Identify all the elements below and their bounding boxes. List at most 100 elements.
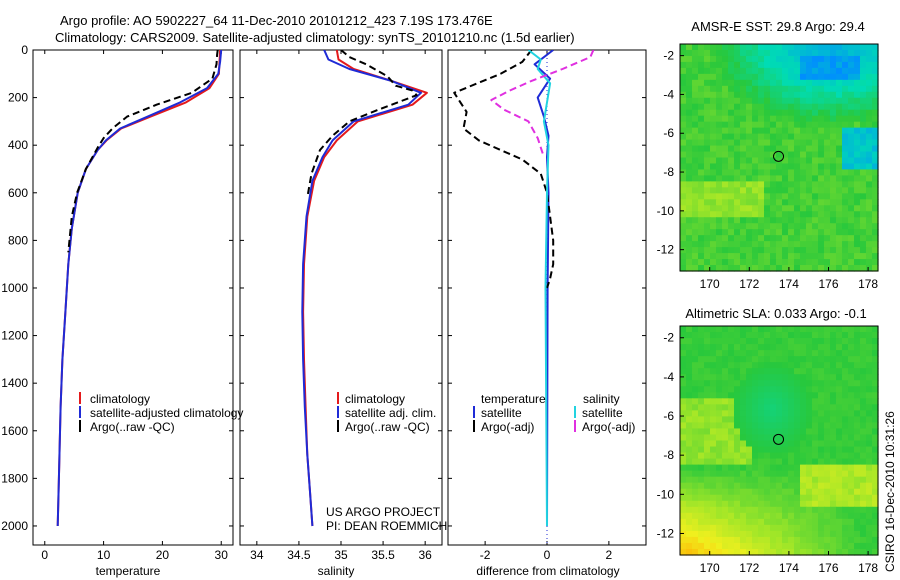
map-cell — [728, 61, 735, 69]
map-cell — [752, 446, 759, 454]
map-cell — [770, 199, 777, 206]
map-cell — [770, 67, 777, 75]
map-cell — [842, 61, 849, 69]
map-cell — [716, 452, 723, 460]
map-cell — [680, 338, 687, 345]
map-cell — [806, 247, 813, 254]
map-cell — [734, 380, 741, 387]
map-cell — [788, 482, 795, 490]
map-cell — [872, 61, 879, 69]
map-cell — [794, 61, 801, 69]
map-cell — [734, 542, 741, 550]
map-cell — [830, 452, 837, 460]
map-cell — [716, 398, 723, 405]
map-cell — [866, 241, 873, 248]
map-cell — [800, 542, 807, 550]
map-cell — [752, 241, 759, 248]
map-cell — [722, 482, 729, 490]
map-cell — [698, 169, 705, 177]
map-cell — [734, 404, 741, 411]
map-cell — [866, 524, 873, 532]
map-cell — [824, 115, 831, 123]
map-cell — [806, 452, 813, 460]
map-cell — [830, 518, 837, 526]
map-cell — [800, 422, 807, 430]
map-cell — [788, 440, 795, 448]
map-cell — [818, 350, 825, 357]
map-cell — [812, 223, 819, 230]
map-cell — [860, 374, 867, 381]
map-cell — [734, 67, 741, 75]
map-cell — [758, 476, 765, 484]
map-cell — [680, 61, 687, 69]
map-cell — [812, 440, 819, 448]
map-cell — [836, 235, 843, 242]
map-cell — [842, 121, 849, 129]
map-cell — [860, 326, 867, 333]
map-cell — [866, 362, 873, 369]
map-cell — [722, 416, 729, 424]
map-cell — [704, 265, 711, 272]
map-cell — [758, 398, 765, 405]
map-cell — [728, 380, 735, 387]
map-cell — [788, 235, 795, 242]
map-cell — [794, 326, 801, 333]
map-cell — [830, 49, 837, 57]
map-cell — [734, 446, 741, 454]
map-x-tick-label: 172 — [739, 561, 759, 575]
map-cell — [770, 476, 777, 484]
map-cell — [704, 332, 711, 339]
map-cell — [860, 73, 867, 81]
map-cell — [824, 217, 831, 224]
map-cell — [746, 103, 753, 111]
map-cell — [710, 542, 717, 550]
map-cell — [752, 392, 759, 399]
map-cell — [830, 362, 837, 369]
map-cell — [872, 133, 879, 141]
map-cell — [824, 356, 831, 363]
y-tick-label: 800 — [8, 233, 28, 247]
map-cell — [758, 332, 765, 339]
map-cell — [842, 362, 849, 369]
map-cell — [872, 404, 879, 411]
map-cell — [782, 151, 789, 159]
map-cell — [794, 139, 801, 147]
map-cell — [860, 470, 867, 478]
map-cell — [830, 85, 837, 93]
map-cell — [776, 223, 783, 230]
map-cell — [716, 145, 723, 153]
map-cell — [848, 199, 855, 206]
map-cell — [680, 97, 687, 105]
map-cell — [812, 229, 819, 236]
map-cell — [800, 79, 807, 87]
map-cell — [728, 452, 735, 460]
map-cell — [716, 181, 723, 188]
map-cell — [746, 181, 753, 188]
map-cell — [722, 205, 729, 212]
map-cell — [782, 61, 789, 69]
map-cell — [794, 163, 801, 171]
map-cell — [722, 500, 729, 508]
map-cell — [812, 434, 819, 442]
map-cell — [788, 109, 795, 117]
y-tick-label: 1000 — [1, 281, 28, 295]
map-cell — [866, 109, 873, 117]
map-cell — [812, 79, 819, 87]
map-cell — [698, 464, 705, 472]
map-cell — [722, 97, 729, 105]
map-cell — [740, 440, 747, 448]
map-cell — [758, 428, 765, 436]
map-cell — [776, 175, 783, 182]
map-cell — [686, 440, 693, 448]
x-tick-label: -2 — [480, 548, 491, 562]
map-cell — [722, 223, 729, 230]
map-cell — [824, 440, 831, 448]
map-cell — [704, 482, 711, 490]
map-cell — [716, 506, 723, 514]
map-cell — [716, 175, 723, 182]
map-cell — [842, 229, 849, 236]
map-cell — [764, 253, 771, 260]
map-cell — [728, 151, 735, 159]
map-cell — [848, 145, 855, 153]
map-cell — [734, 374, 741, 381]
